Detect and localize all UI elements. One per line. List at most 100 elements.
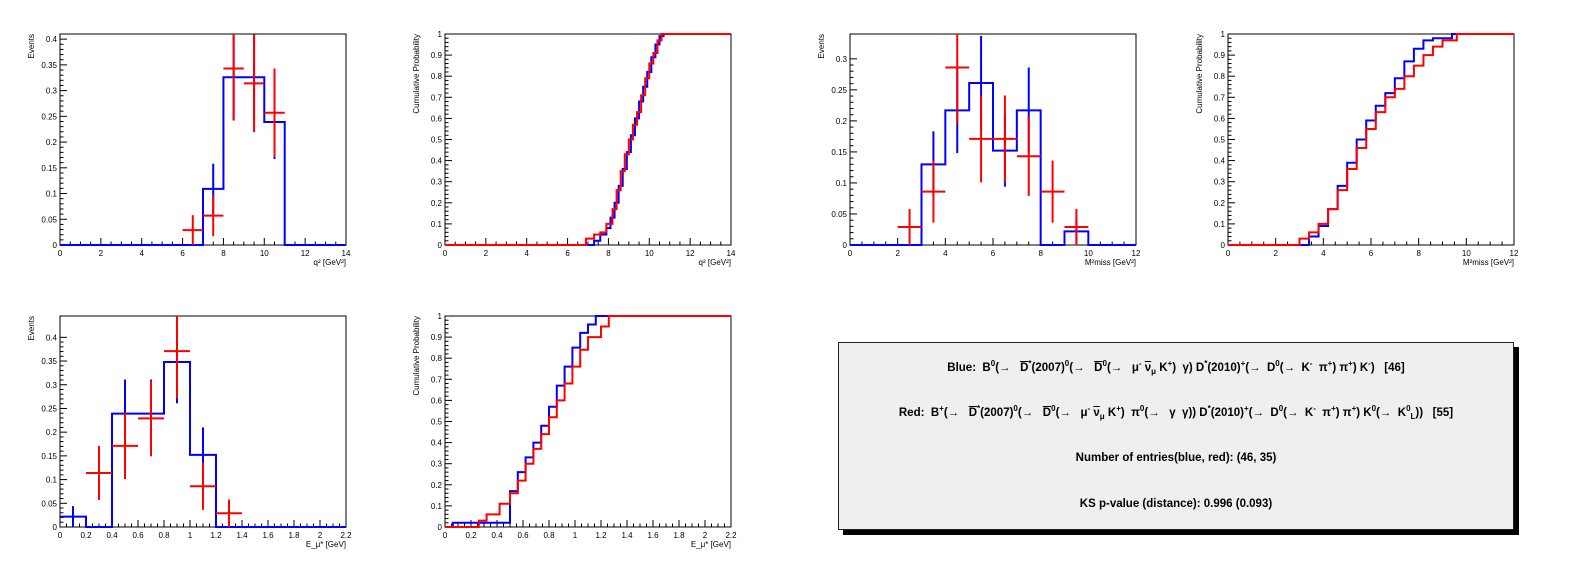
x-tick-label: 1.4 [621, 531, 633, 540]
y-tick-label: 0.2 [46, 428, 58, 437]
y-tick-label: 0.25 [41, 404, 57, 413]
x-tick-label: 0.4 [491, 531, 503, 540]
y-tick-label: 0.2 [836, 117, 848, 126]
y-tick-label: 0.8 [431, 72, 443, 81]
y-tick-label: 0.9 [1214, 51, 1226, 60]
y-tick-label: 0.5 [431, 136, 443, 145]
y-tick-label: 0 [438, 523, 443, 532]
y-tick-label: 0.7 [1214, 93, 1226, 102]
x-tick-label: 0.8 [543, 531, 555, 540]
y-tick-label: 0.4 [431, 157, 443, 166]
x-tick-label: 1.2 [595, 531, 607, 540]
x-axis-label: q² [GeV²] [699, 258, 731, 267]
y-tick-label: 0 [1221, 241, 1226, 250]
y-tick-label: 0.3 [1214, 178, 1226, 187]
y-tick-label: 0.2 [431, 199, 443, 208]
x-tick-label: 0.2 [465, 531, 477, 540]
y-tick-label: 0.1 [431, 220, 443, 229]
y-axis-label: Events [27, 316, 36, 340]
y-tick-label: 0.15 [831, 148, 847, 157]
x-tick-label: 8 [606, 249, 611, 258]
x-tick-label: 2 [895, 249, 900, 258]
blue-cumulative-line [1228, 33, 1514, 246]
ks-pvalue-text: KS p-value (distance): 0.996 (0.093) [1079, 498, 1273, 510]
y-tick-label: 0.05 [831, 210, 847, 219]
x-tick-label: 6 [1369, 249, 1374, 258]
y-tick-label: 0.2 [1214, 199, 1226, 208]
events-emu-histogram: 0 0.2 0.4 0.6 0.8 1 1.2 1.4 1.6 1.8 2 2.2 0 0.05 0.1 0.… [27, 315, 352, 549]
y-axis-label: Cumulative Probability [1195, 34, 1204, 114]
cumulative-mmiss-panel: 0 2 4 6 8 10 12 0 0.1 0.2 0.3 0.4 0.5 0.6 0.7 0.8 0.9 1 M²… [1168, 0, 1528, 270]
events-emu-histogram-panel: 0 0.2 0.4 0.6 0.8 1 1.2 1.4 1.6 1.8 2 2.2 0 0.05 0.1 0.… [0, 282, 360, 552]
events-mmiss-histogram: 0 2 4 6 8 10 12 0 0.05 0.1 0.15 0.2 0.25 0.3 M²miss [G… [817, 33, 1141, 267]
y-axis-label: Events [817, 34, 826, 58]
y-tick-label: 0.1 [46, 476, 58, 485]
x-axis-label: M²miss [GeV²] [1085, 258, 1136, 267]
x-tick-label: 1 [573, 531, 578, 540]
entries-count-text: Number of entries(blue, red): (46, 35) [1075, 452, 1277, 464]
y-tick-label: 1 [1221, 30, 1226, 39]
x-axis-label: E_μ* [GeV] [306, 540, 346, 549]
x-tick-label: 0.4 [106, 531, 118, 540]
x-tick-label: 6 [991, 249, 996, 258]
blue-histogram-line [60, 76, 346, 246]
y-tick-label: 0.3 [46, 381, 58, 390]
red-decay-line: Red: B+(→ D*(2007)0(→ D0(→ μ- νμ K+) π0(… [898, 404, 1454, 422]
plot-frame [1227, 33, 1515, 246]
x-tick-label: 4 [139, 249, 144, 258]
x-tick-label: 8 [1038, 249, 1043, 258]
y-tick-label: 0.05 [41, 499, 57, 508]
x-tick-label: 0.2 [80, 531, 92, 540]
x-tick-label: 14 [727, 249, 736, 258]
y-tick-label: 0.3 [431, 178, 443, 187]
blue-cumulative-line [445, 33, 731, 246]
y-tick-label: 0.5 [1214, 136, 1226, 145]
y-tick-label: 0 [53, 523, 58, 532]
y-tick-label: 0.3 [431, 460, 443, 469]
x-tick-label: 12 [1510, 249, 1519, 258]
x-tick-label: 10 [645, 249, 654, 258]
y-tick-label: 0.6 [431, 396, 443, 405]
x-tick-label: 12 [686, 249, 695, 258]
legend-box: Blue: B0(→ D*(2007)0(→ D0(→ μ- νμ K+) γ)… [838, 342, 1514, 530]
x-tick-label: 1.2 [210, 531, 222, 540]
x-tick-label: 0.6 [132, 531, 144, 540]
events-q2-histogram: 0 2 4 6 8 10 12 14 0 0.05 0.1 0.15 0.2 0.25 0.3 0.35 0.4… [27, 33, 351, 267]
x-tick-label: 4 [943, 249, 948, 258]
red-cumulative-line [1228, 33, 1514, 246]
y-tick-label: 0.4 [46, 333, 58, 342]
y-tick-label: 0.9 [431, 333, 443, 342]
y-tick-label: 0.2 [46, 138, 58, 147]
x-tick-label: 0 [58, 531, 63, 540]
x-tick-label: 0 [443, 531, 448, 540]
red-label: Red: [898, 406, 925, 419]
y-tick-label: 0 [53, 241, 58, 250]
y-tick-label: 0.25 [831, 86, 847, 95]
y-axis-label: Cumulative Probability [412, 34, 421, 114]
x-tick-label: 4 [1321, 249, 1326, 258]
blue-decay-line: Blue: B0(→ D*(2007)0(→ D0(→ μ- νμ K+) γ)… [947, 359, 1405, 377]
y-tick-label: 0.05 [41, 215, 57, 224]
cumulative-q2-panel: 0 2 4 6 8 10 12 14 0 0.1 0.2 0.3 0.4 0.5 0.6 0.7 0.8 0.9 1… [385, 0, 745, 270]
y-tick-label: 0.2 [431, 481, 443, 490]
x-tick-label: 10 [1084, 249, 1093, 258]
x-tick-label: 1.4 [236, 531, 248, 540]
x-tick-label: 1.8 [673, 531, 685, 540]
x-tick-label: 2 [1273, 249, 1278, 258]
cumulative-emu-plot: 0 0.2 0.4 0.6 0.8 1 1.2 1.4 1.6 1.8 2 2.2 0 0.1 0.2 0.3… [412, 312, 737, 549]
y-tick-label: 0.3 [836, 55, 848, 64]
y-tick-label: 0.1 [1214, 220, 1226, 229]
red-cumulative-line [445, 33, 731, 246]
blue-histogram-line [60, 360, 346, 528]
y-tick-label: 0.3 [46, 87, 58, 96]
x-tick-label: 2 [318, 531, 323, 540]
blue-histogram-line [850, 82, 1136, 246]
x-tick-label: 10 [1462, 249, 1471, 258]
cumulative-mmiss-plot: 0 2 4 6 8 10 12 0 0.1 0.2 0.3 0.4 0.5 0.6 0.7 0.8 0.9 1 M²… [1195, 30, 1519, 267]
x-axis-label: E_μ* [GeV] [691, 540, 731, 549]
y-tick-label: 0.5 [431, 418, 443, 427]
x-tick-label: 1.8 [288, 531, 300, 540]
x-axis-label: q² [GeV²] [314, 258, 346, 267]
red-cumulative-line [445, 315, 731, 528]
x-tick-label: 8 [221, 249, 226, 258]
